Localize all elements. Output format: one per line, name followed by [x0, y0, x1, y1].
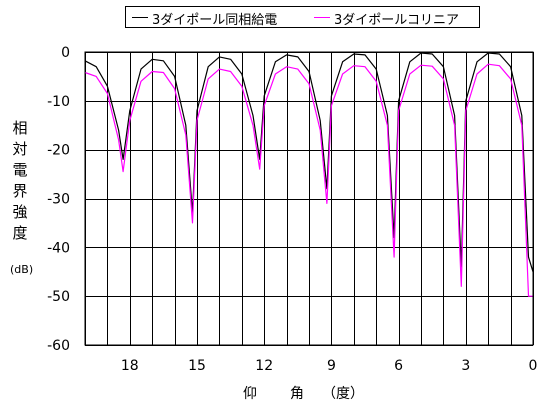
- x-axis-label-part-3: （度）: [322, 386, 364, 402]
- grid: [85, 52, 534, 346]
- y-axis-unit: (dB): [10, 263, 34, 276]
- y-axis-label: 相 対 電 界 強 度: [10, 118, 30, 244]
- legend-swatch-series-1: [132, 17, 148, 18]
- y-tick-label: -20: [47, 143, 70, 159]
- legend-swatch-series-2: [314, 17, 330, 18]
- y-tick-label: -30: [47, 192, 70, 208]
- y-tick-label: 0: [61, 45, 70, 61]
- legend: 3ダイポール同相給電 3ダイポールコリニア: [125, 6, 480, 28]
- x-tick-labels: 18 15 12 9 6 3 0: [121, 358, 538, 374]
- x-tick-label: 0: [529, 358, 538, 374]
- x-tick-label: 15: [188, 358, 206, 374]
- y-tick-label: -10: [47, 94, 70, 110]
- y-axis-label-char: 対: [12, 140, 28, 158]
- legend-label-series-1: 3ダイポール同相給電: [152, 13, 278, 28]
- y-tick-label: -40: [47, 240, 70, 256]
- legend-label-series-2: 3ダイポールコリニア: [334, 13, 460, 28]
- y-axis-label-char: 相: [12, 119, 28, 137]
- x-tick-label: 3: [461, 358, 470, 374]
- series-lines: [84, 52, 534, 297]
- y-axis-label-char: 電: [12, 161, 28, 179]
- x-tick-label: 18: [121, 358, 139, 374]
- y-axis-label-char: 度: [12, 224, 28, 242]
- y-axis-label-char: 強: [12, 203, 28, 221]
- y-tick-label: -50: [47, 289, 70, 305]
- y-tick-labels: 0 -10 -20 -30 -40 -50 -60: [47, 45, 70, 354]
- x-axis-label-part-1: 仰: [243, 386, 257, 402]
- x-tick-label: 9: [327, 358, 336, 374]
- series-line-2: [84, 63, 533, 297]
- y-axis-label-char: 界: [12, 182, 28, 200]
- plot-frame: [84, 51, 534, 346]
- x-tick-label: 12: [255, 358, 273, 374]
- y-tick-label: -60: [47, 338, 70, 354]
- x-tick-label: 6: [394, 358, 403, 374]
- x-axis-label-part-2: 角: [290, 386, 304, 402]
